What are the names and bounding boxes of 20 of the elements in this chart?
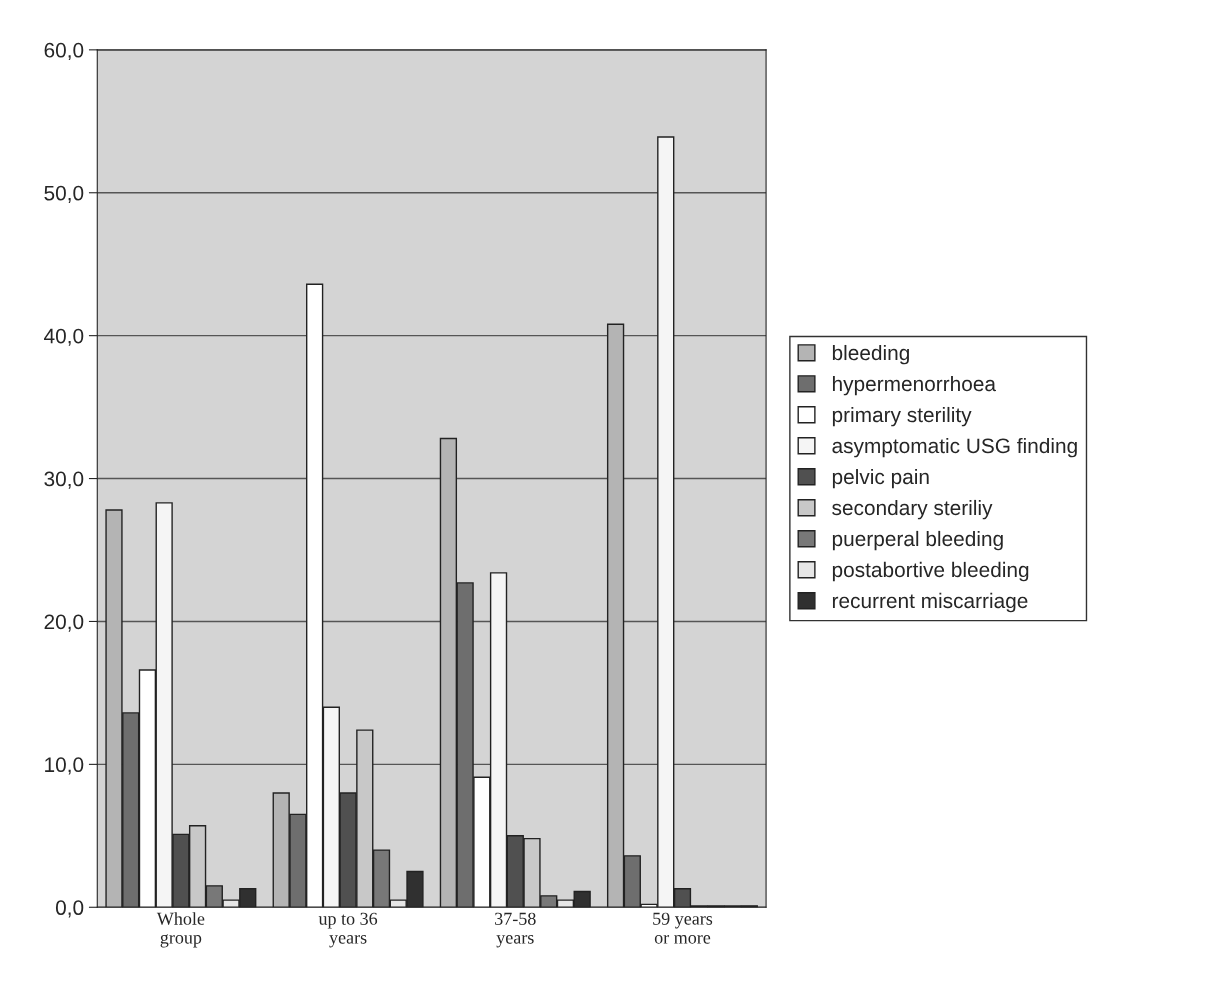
- legend-label: postabortive bleeding: [832, 561, 1029, 582]
- y-tick-label: 50,0: [44, 185, 84, 203]
- legend-label: hypermenorrhoea: [832, 375, 996, 396]
- x-tick-label: Whole group: [156, 912, 205, 948]
- x-tick-label: 59 years or more: [653, 912, 713, 944]
- y-tick-label: 20,0: [44, 614, 84, 632]
- legend-label: asymptomatic USG finding: [832, 437, 1077, 458]
- y-tick-label: 40,0: [44, 328, 84, 346]
- legend-label: secondary steriliy: [832, 499, 993, 520]
- y-tick-label: 0,0: [55, 900, 84, 918]
- legend-label: bleeding: [832, 344, 909, 365]
- x-tick-label: 37-58 years: [495, 912, 536, 948]
- legend-label: pelvic pain: [832, 468, 929, 489]
- y-tick-label: 30,0: [44, 471, 84, 489]
- legend-label: puerperal bleeding: [832, 530, 1003, 551]
- legend-label: recurrent miscarriage: [832, 592, 1028, 613]
- x-tick-label: up to 36 years: [318, 912, 378, 948]
- y-tick-label: 60,0: [44, 42, 84, 61]
- y-tick-label: 10,0: [45, 757, 84, 775]
- legend-label: primary sterility: [832, 406, 972, 427]
